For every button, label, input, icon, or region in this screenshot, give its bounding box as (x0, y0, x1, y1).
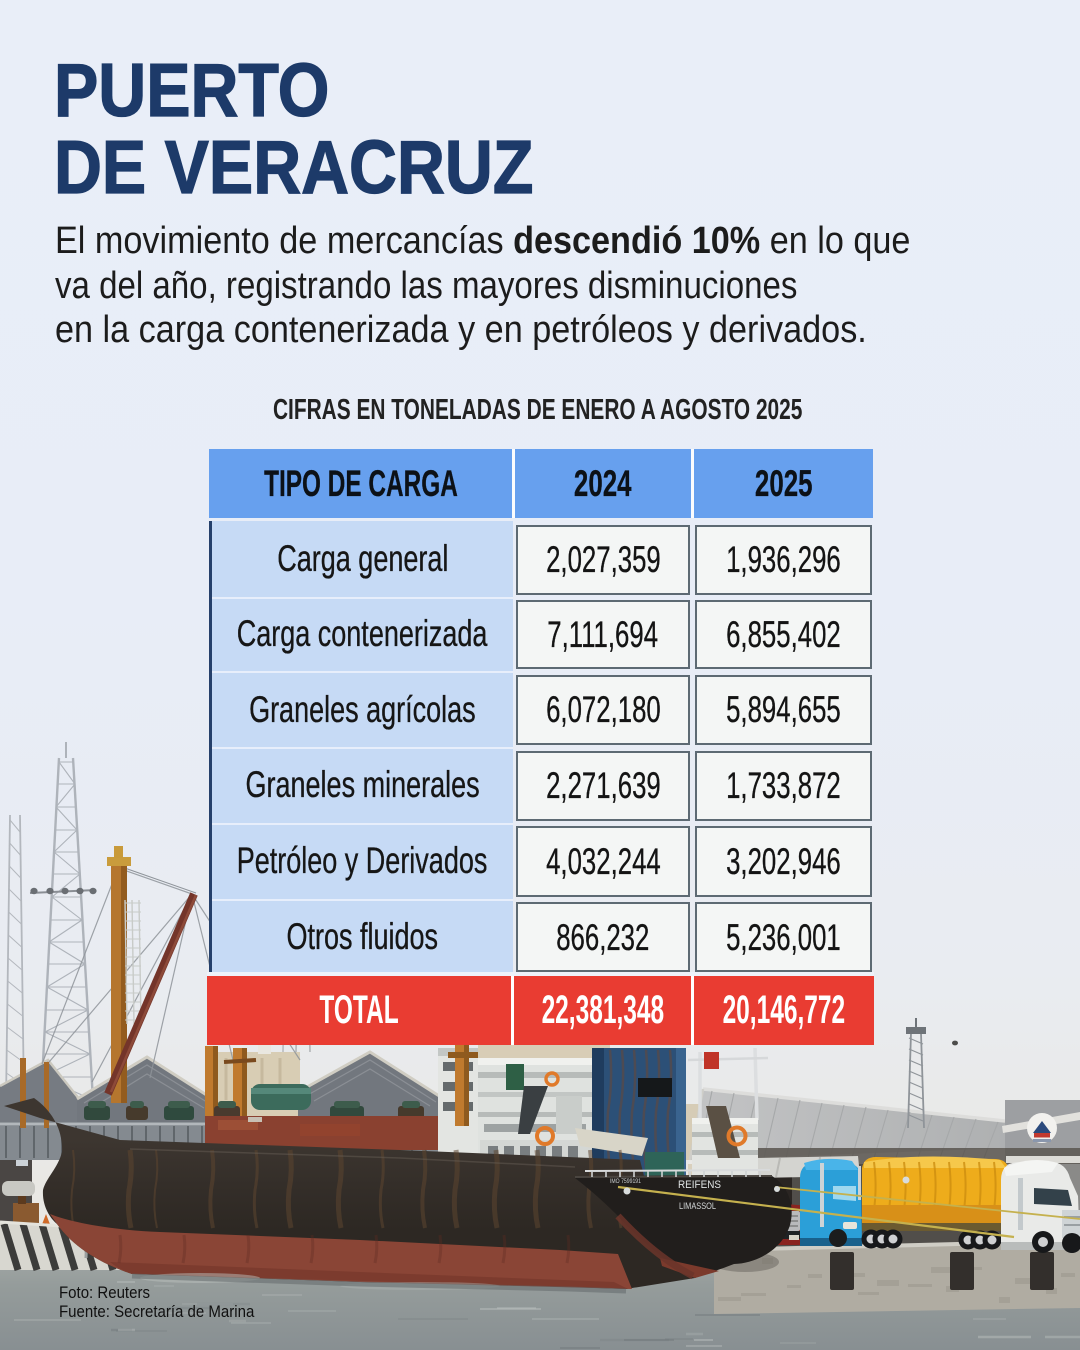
svg-text:LIMASSOL: LIMASSOL (679, 1201, 716, 1212)
svg-text:IMO 7599191: IMO 7599191 (610, 1178, 641, 1185)
svg-text:REIFENS: REIFENS (678, 1179, 721, 1191)
